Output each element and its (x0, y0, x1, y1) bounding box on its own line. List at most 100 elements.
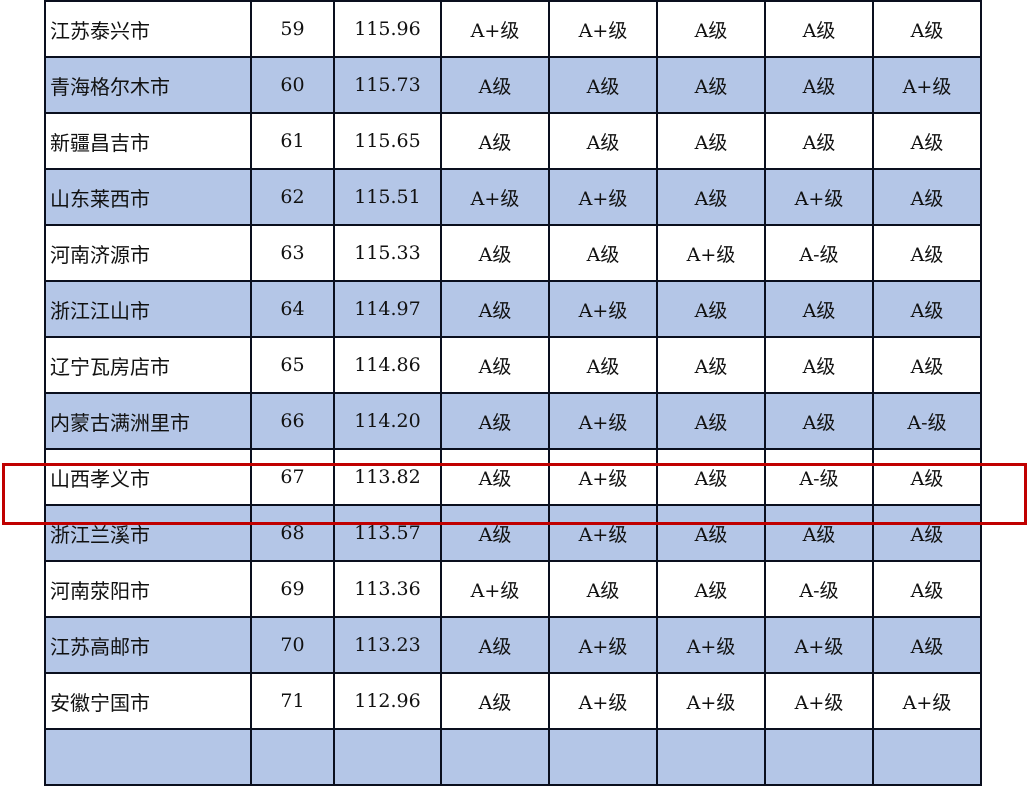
city-name-cell: 内蒙古满洲里市 (44, 392, 252, 450)
city-name-cell: 河南济源市 (44, 224, 252, 282)
rank-cell: 67 (250, 448, 335, 506)
grade-cell: A+级 (764, 168, 874, 226)
grade-cell: A级 (440, 224, 550, 282)
table-row: 青海格尔木市 60 115.73 A级 A级 A级 A级 A+级 (44, 56, 982, 114)
rank-cell: 62 (250, 168, 335, 226)
grade-cell: A级 (656, 168, 766, 226)
grade-cell: A+级 (548, 280, 658, 338)
grade-cell: A级 (440, 448, 550, 506)
table-row: 江苏泰兴市 59 115.96 A+级 A+级 A级 A级 A级 (44, 0, 982, 58)
city-name-cell: 青海格尔木市 (44, 56, 252, 114)
grade-cell: A级 (440, 336, 550, 394)
score-cell: 112.96 (333, 672, 442, 730)
city-name-cell: 山东莱西市 (44, 168, 252, 226)
grade-cell: A+级 (548, 504, 658, 562)
rank-cell: 71 (250, 672, 335, 730)
grade-cell: A级 (548, 224, 658, 282)
grade-cell: A级 (764, 0, 874, 58)
grade-cell: A-级 (764, 224, 874, 282)
table-row: 河南济源市 63 115.33 A级 A级 A+级 A-级 A级 (44, 224, 982, 282)
city-name-cell: 江苏泰兴市 (44, 0, 252, 58)
table-row: 安徽宁国市 71 112.96 A级 A+级 A+级 A+级 A+级 (44, 672, 982, 730)
rank-cell: 69 (250, 560, 335, 618)
table-row: 浙江兰溪市 68 113.57 A级 A+级 A级 A级 A级 (44, 504, 982, 562)
table-row: 新疆昌吉市 61 115.65 A级 A级 A级 A级 A级 (44, 112, 982, 170)
score-cell (333, 728, 442, 786)
grade-cell: A+级 (548, 448, 658, 506)
grade-cell: A+级 (440, 560, 550, 618)
grade-cell: A级 (656, 504, 766, 562)
grade-cell: A级 (440, 392, 550, 450)
grade-cell: A-级 (872, 392, 982, 450)
grade-cell: A级 (548, 560, 658, 618)
city-name-cell: 浙江江山市 (44, 280, 252, 338)
table-row (44, 728, 982, 786)
score-cell: 113.36 (333, 560, 442, 618)
city-name-cell: 新疆昌吉市 (44, 112, 252, 170)
grade-cell: A+级 (548, 168, 658, 226)
grade-cell: A级 (548, 112, 658, 170)
grade-cell: A级 (872, 616, 982, 674)
city-name-cell: 河南荥阳市 (44, 560, 252, 618)
table-row: 河南荥阳市 69 113.36 A+级 A级 A级 A-级 A级 (44, 560, 982, 618)
grade-cell: A级 (872, 504, 982, 562)
grade-cell: A+级 (764, 616, 874, 674)
city-name-cell: 辽宁瓦房店市 (44, 336, 252, 394)
grade-cell: A级 (872, 0, 982, 58)
grade-cell: A级 (656, 560, 766, 618)
rank-cell: 68 (250, 504, 335, 562)
city-name-cell: 浙江兰溪市 (44, 504, 252, 562)
grade-cell: A+级 (764, 672, 874, 730)
grade-cell: A级 (440, 616, 550, 674)
grade-cell: A级 (548, 56, 658, 114)
score-cell: 114.97 (333, 280, 442, 338)
grade-cell: A+级 (656, 224, 766, 282)
grade-cell: A级 (872, 112, 982, 170)
city-ranking-table: 江苏泰兴市 59 115.96 A+级 A+级 A级 A级 A级 青海格尔木市 60 115.73 A… (44, 0, 982, 786)
rank-cell: 64 (250, 280, 335, 338)
score-cell: 113.82 (333, 448, 442, 506)
grade-cell: A级 (872, 280, 982, 338)
grade-cell: A+级 (548, 0, 658, 58)
grade-cell: A级 (440, 56, 550, 114)
grade-cell: A级 (764, 504, 874, 562)
grade-cell: A级 (656, 0, 766, 58)
grade-cell: A+级 (656, 616, 766, 674)
rank-cell: 65 (250, 336, 335, 394)
table-row: 江苏高邮市 70 113.23 A级 A+级 A+级 A+级 A级 (44, 616, 982, 674)
grade-cell: A级 (440, 280, 550, 338)
grade-cell: A级 (764, 392, 874, 450)
grade-cell: A级 (656, 56, 766, 114)
grade-cell (764, 728, 874, 786)
table-row: 辽宁瓦房店市 65 114.86 A级 A级 A级 A级 A级 (44, 336, 982, 394)
grade-cell: A级 (656, 112, 766, 170)
grade-cell: A+级 (548, 672, 658, 730)
grade-cell: A+级 (548, 616, 658, 674)
grade-cell (548, 728, 658, 786)
rank-cell: 60 (250, 56, 335, 114)
grade-cell: A+级 (872, 672, 982, 730)
city-name-cell: 江苏高邮市 (44, 616, 252, 674)
score-cell: 115.33 (333, 224, 442, 282)
table-row-highlighted: 山西孝义市 67 113.82 A级 A+级 A级 A-级 A级 (44, 448, 982, 506)
grade-cell: A级 (656, 336, 766, 394)
grade-cell: A级 (872, 336, 982, 394)
grade-cell: A级 (764, 112, 874, 170)
grade-cell: A级 (872, 168, 982, 226)
rank-cell: 66 (250, 392, 335, 450)
grade-cell: A级 (656, 448, 766, 506)
grade-cell (440, 728, 550, 786)
grade-cell: A+级 (872, 56, 982, 114)
score-cell: 115.65 (333, 112, 442, 170)
grade-cell: A+级 (440, 168, 550, 226)
grade-cell: A级 (440, 504, 550, 562)
grade-cell: A级 (764, 336, 874, 394)
grade-cell: A级 (872, 560, 982, 618)
city-name-cell: 安徽宁国市 (44, 672, 252, 730)
grade-cell: A-级 (764, 560, 874, 618)
city-name-cell (44, 728, 252, 786)
grade-cell: A级 (872, 448, 982, 506)
grade-cell: A级 (440, 112, 550, 170)
grade-cell: A-级 (764, 448, 874, 506)
grade-cell: A级 (656, 392, 766, 450)
